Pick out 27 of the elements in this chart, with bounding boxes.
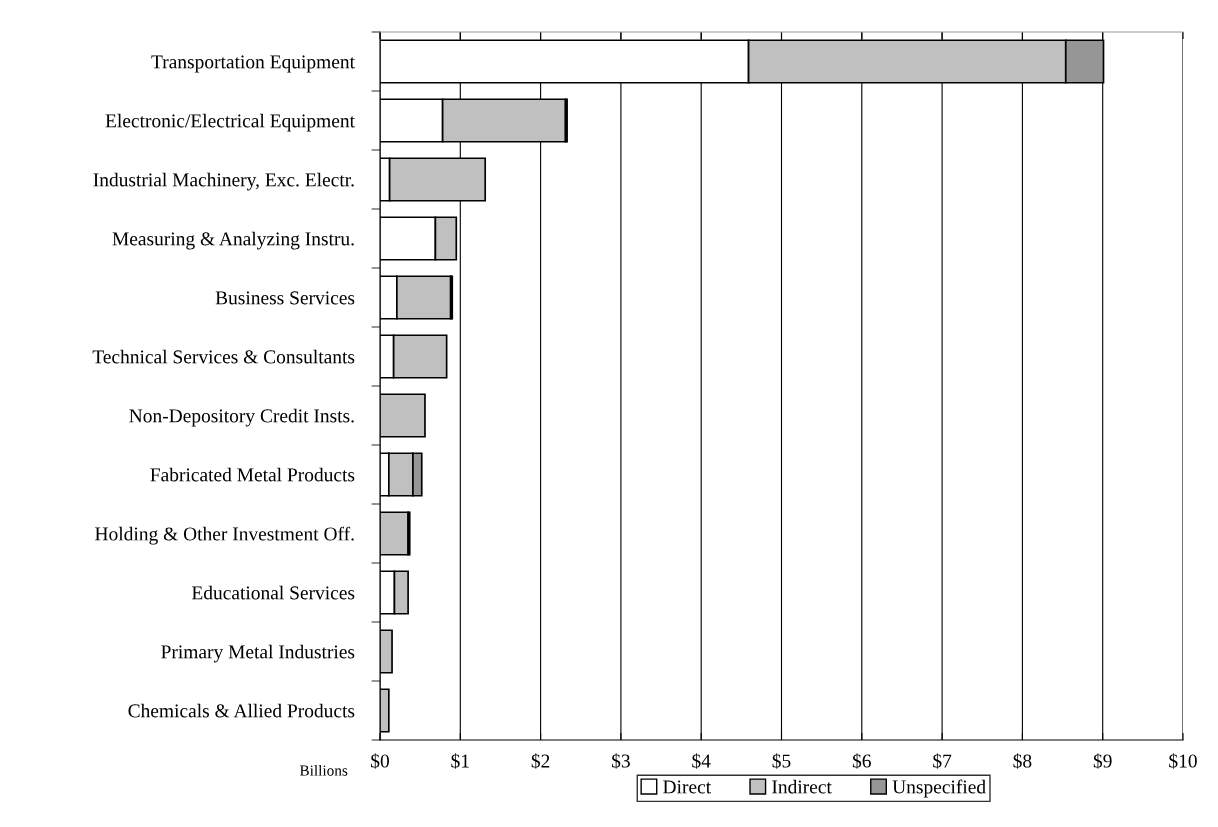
x-tick-label: $2 <box>531 753 550 769</box>
legend-label: Direct <box>663 780 712 794</box>
x-tick-label: $4 <box>692 753 711 769</box>
legend-label: Indirect <box>772 779 832 794</box>
y-tick-label: Electronic/Electrical Equipment <box>105 113 355 132</box>
y-tick-label: Holding & Other Investment Off. <box>95 526 354 545</box>
y-tick-label: Transportation Equipment <box>151 55 355 73</box>
x-tick-label: $5 <box>772 753 791 769</box>
y-tick-label: Business Services <box>215 291 355 305</box>
y-tick-label: Non-Depository Credit Insts. <box>129 408 354 427</box>
x-tick-label: $3 <box>612 753 630 769</box>
x-tick-label: $1 <box>451 753 469 769</box>
y-tick-label: Educational Services <box>191 585 355 600</box>
legend-label: Unspecified <box>892 779 986 798</box>
y-tick-label: Industrial Machinery, Exc. Electr. <box>93 172 354 191</box>
x-tick-label: $7 <box>933 753 952 769</box>
x-tick-label: $0 <box>371 753 389 769</box>
x-tick-label: $9 <box>1093 753 1112 769</box>
y-tick-label: Chemicals & Allied Products <box>128 703 355 718</box>
x-tick-label: $8 <box>1013 753 1032 769</box>
y-tick-label: Technical Services & Consultants <box>92 349 355 364</box>
y-tick-label: Primary Metal Industries <box>161 644 355 663</box>
y-tick-label: Measuring & Analyzing Instru. <box>112 231 354 250</box>
x-axis-title: Billions <box>299 764 348 776</box>
y-tick-label: Fabricated Metal Products <box>150 467 355 482</box>
x-tick-label: $10 <box>1169 753 1197 769</box>
x-tick-label: $6 <box>852 753 871 769</box>
